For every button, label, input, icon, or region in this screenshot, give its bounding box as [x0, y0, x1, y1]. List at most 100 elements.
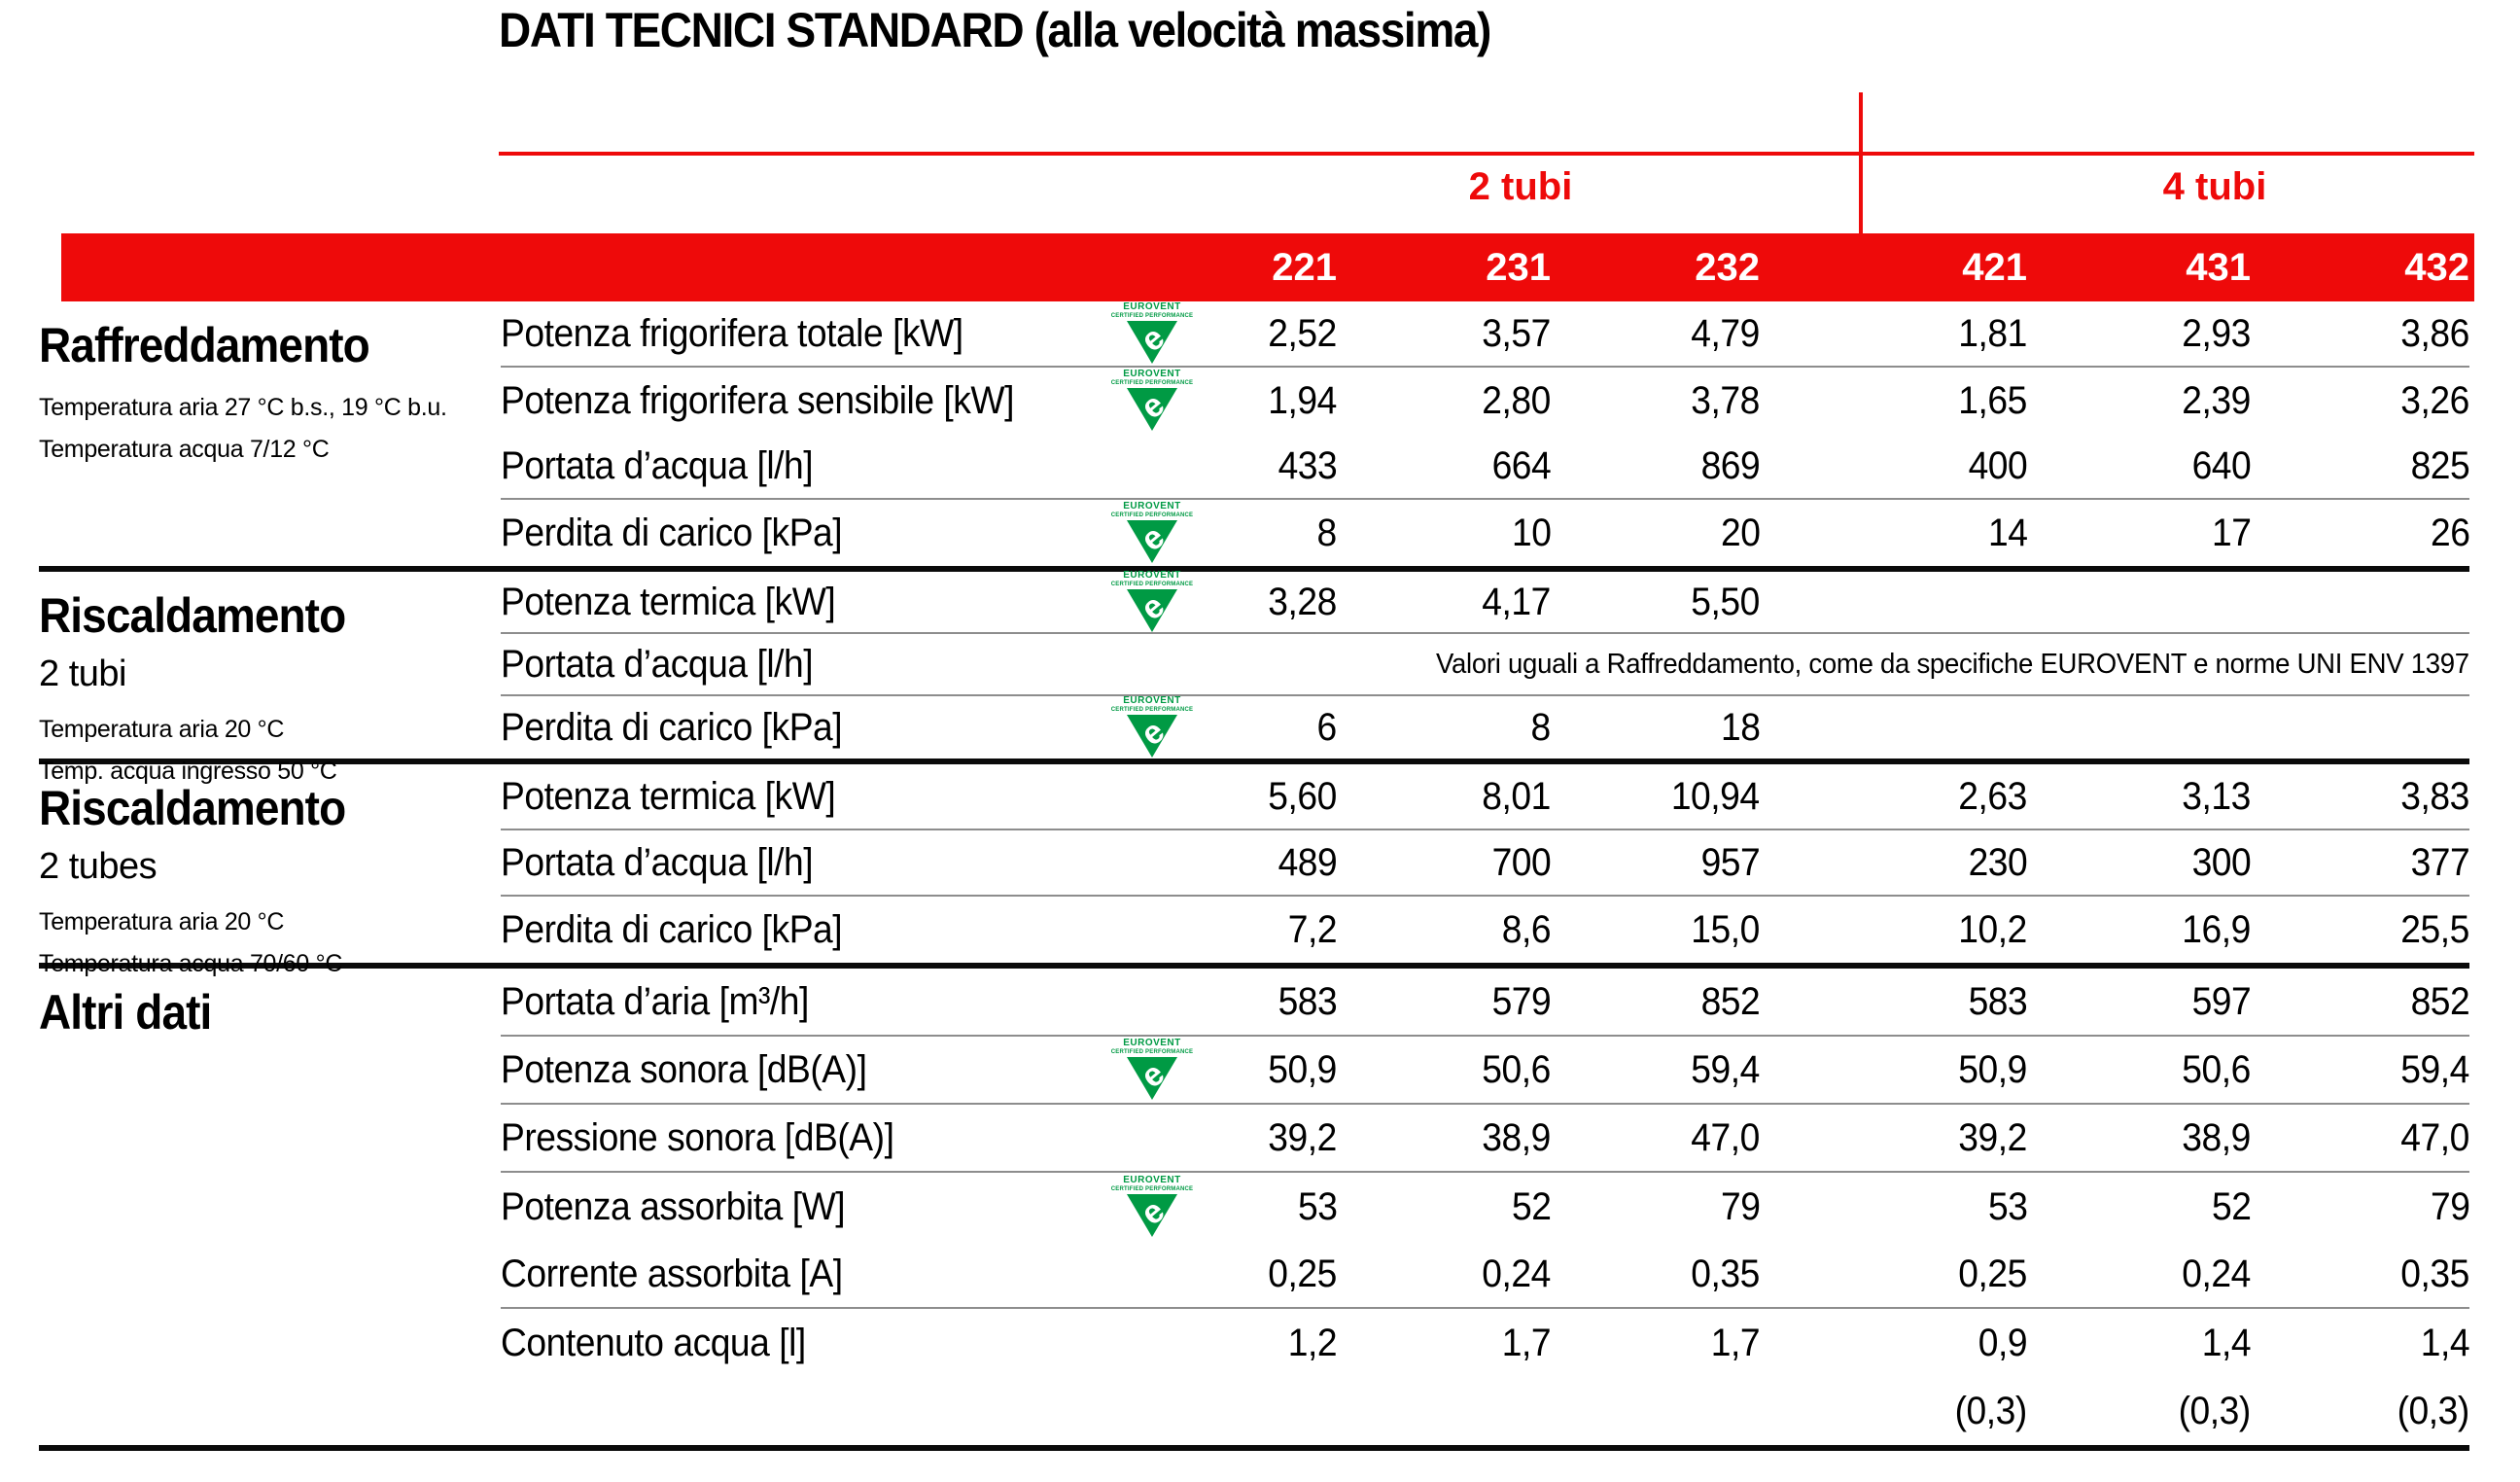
- value-cell: 59,4: [1551, 1037, 1760, 1105]
- row-icon-cell: [1108, 1377, 1196, 1445]
- value-cell: 433: [1196, 434, 1337, 500]
- value-cell: 47,0: [1551, 1105, 1760, 1173]
- value-text: 6: [1316, 705, 1338, 749]
- value-cell: 79: [1551, 1173, 1761, 1241]
- value-cell: 597: [2027, 969, 2251, 1037]
- value-cell: 1,4: [2251, 1309, 2470, 1377]
- value-cell: 59,4: [2251, 1037, 2469, 1105]
- value-cell: 3,78: [1551, 368, 1760, 434]
- row-label-text: Perdita di carico [kPa]: [501, 705, 843, 749]
- row-label: Contenuto acqua [l]: [501, 1309, 1108, 1377]
- value-cell: 39,2: [1196, 1105, 1337, 1173]
- value-cell: 1,2: [1196, 1309, 1338, 1377]
- value-cell: 3,86: [2251, 301, 2469, 368]
- row-icon-cell: [1108, 1241, 1196, 1309]
- model-header-231: 231: [1486, 245, 1551, 289]
- eurovent-icon-subtext: CERTIFIED PERFORMANCE: [1110, 1049, 1194, 1055]
- row-icon-cell: [1108, 764, 1196, 830]
- row-icon-cell: EUROVENT CERTIFIED PERFORMANCE e: [1108, 301, 1196, 368]
- value-cell: 15,0: [1551, 897, 1760, 963]
- value-cell: 20: [1551, 500, 1761, 566]
- row-note-text: Valori uguali a Raffreddamento, come da …: [1436, 648, 2469, 680]
- row-icon-cell: EUROVENT CERTIFIED PERFORMANCE e: [1108, 571, 1196, 634]
- model-header-432: 432: [2404, 245, 2469, 289]
- value-cell: 400: [1760, 434, 2027, 500]
- row-label: Pressione sonora [dB(A)]: [501, 1105, 1108, 1173]
- value-cell: 16,9: [2027, 897, 2251, 963]
- value-cell: 0,25: [1760, 1241, 2027, 1309]
- value-cell: 10,2: [1760, 897, 2027, 963]
- row-icon-cell: [1108, 897, 1196, 963]
- value-cell: 700: [1337, 830, 1551, 897]
- value-cell: 8,01: [1337, 764, 1551, 830]
- header-group-divider-line: [1859, 92, 1863, 233]
- value-text: 377: [2410, 840, 2469, 884]
- row-label-text: Portata d’acqua [l/h]: [501, 443, 814, 487]
- value-cell: (0,3): [1760, 1377, 2028, 1445]
- eurovent-icon-text: EUROVENT: [1123, 1038, 1181, 1048]
- row-icon-cell: EUROVENT CERTIFIED PERFORMANCE e: [1108, 1173, 1196, 1241]
- eurovent-triangle-icon: e: [1126, 1056, 1177, 1100]
- value-cell: 26: [2251, 500, 2470, 566]
- value-text: 8,6: [1501, 907, 1552, 951]
- value-text: 300: [2191, 840, 2251, 884]
- value-cell: 38,9: [1337, 1105, 1551, 1173]
- eurovent-icon: EUROVENT CERTIFIED PERFORMANCE e: [1111, 502, 1194, 564]
- value-text: 3,26: [2400, 378, 2469, 422]
- value-text: 10,2: [1958, 907, 2027, 951]
- row-label-text: Contenuto acqua [l]: [501, 1321, 806, 1364]
- section-subtitle: 2 tubes: [39, 846, 158, 887]
- eurovent-icon-subtext: CERTIFIED PERFORMANCE: [1110, 512, 1194, 518]
- value-cell: 7,2: [1196, 897, 1338, 963]
- value-cell: 6: [1196, 696, 1338, 759]
- row-icon-cell: [1108, 634, 1196, 696]
- value-text: 869: [1700, 443, 1760, 487]
- column-group-2-tubi: 2 tubi: [1468, 165, 1573, 208]
- value-text: 52: [2211, 1184, 2252, 1228]
- value-cell: 300: [2027, 830, 2251, 897]
- value-text: 39,2: [1958, 1115, 2027, 1159]
- row-label-text: Potenza frigorifera totale [kW]: [501, 311, 963, 355]
- value-cell: 3,83: [2251, 764, 2469, 830]
- row-label-text: Perdita di carico [kPa]: [501, 511, 843, 554]
- value-text: 489: [1278, 840, 1337, 884]
- eurovent-triangle-icon: e: [1126, 714, 1177, 758]
- value-cell: 3,13: [2027, 764, 2251, 830]
- model-header-bar: 221 231 232 421 431 432: [61, 233, 2474, 301]
- value-cell: 53: [1760, 1173, 2028, 1241]
- row-icon-cell: [1108, 1105, 1196, 1173]
- value-text: 2,93: [2182, 311, 2251, 355]
- row-label: Portata d’aria [m³/h]: [501, 969, 1108, 1037]
- value-text: 3,57: [1482, 311, 1551, 355]
- value-cell: 579: [1337, 969, 1551, 1037]
- value-text: 3,13: [2182, 774, 2251, 818]
- value-cell: 8: [1196, 500, 1338, 566]
- eurovent-triangle-icon: e: [1126, 320, 1177, 364]
- row-icon-cell: EUROVENT CERTIFIED PERFORMANCE e: [1108, 368, 1196, 434]
- value-text: 583: [1278, 979, 1337, 1023]
- value-text: 39,2: [1268, 1115, 1337, 1159]
- technical-data-table: Raffreddamento Temperatura aria 27 °C b.s…: [39, 301, 2469, 1451]
- value-text: 53: [1297, 1184, 1338, 1228]
- header-horizontal-rule: [499, 152, 2474, 156]
- value-cell: 10: [1337, 500, 1552, 566]
- eurovent-icon: EUROVENT CERTIFIED PERFORMANCE e: [1111, 696, 1194, 759]
- value-cell: 47,0: [2251, 1105, 2469, 1173]
- value-cell: 1,94: [1196, 368, 1337, 434]
- condition-line: Temperatura aria 27 °C b.s., 19 °C b.u.: [39, 394, 447, 421]
- value-text: 3,78: [1691, 378, 1760, 422]
- row-label-text: Potenza termica [kW]: [501, 774, 836, 818]
- row-label: Perdita di carico [kPa]: [501, 696, 1108, 759]
- row-icon-cell: EUROVENT CERTIFIED PERFORMANCE e: [1108, 500, 1196, 566]
- value-cell: 25,5: [2251, 897, 2469, 963]
- value-text: 1,4: [2420, 1321, 2470, 1364]
- value-text: 0,35: [1691, 1252, 1760, 1295]
- value-text: 38,9: [1482, 1115, 1551, 1159]
- value-text: 25,5: [2400, 907, 2469, 951]
- eurovent-icon-subtext: CERTIFIED PERFORMANCE: [1110, 1186, 1194, 1192]
- value-text: 0,25: [1268, 1252, 1337, 1295]
- value-text: 50,6: [1482, 1047, 1551, 1091]
- value-cell: [2251, 696, 2469, 759]
- value-cell: (0,3): [2251, 1377, 2470, 1445]
- page-title: DATI TECNICI STANDARD (alla velocità mas…: [499, 3, 1491, 57]
